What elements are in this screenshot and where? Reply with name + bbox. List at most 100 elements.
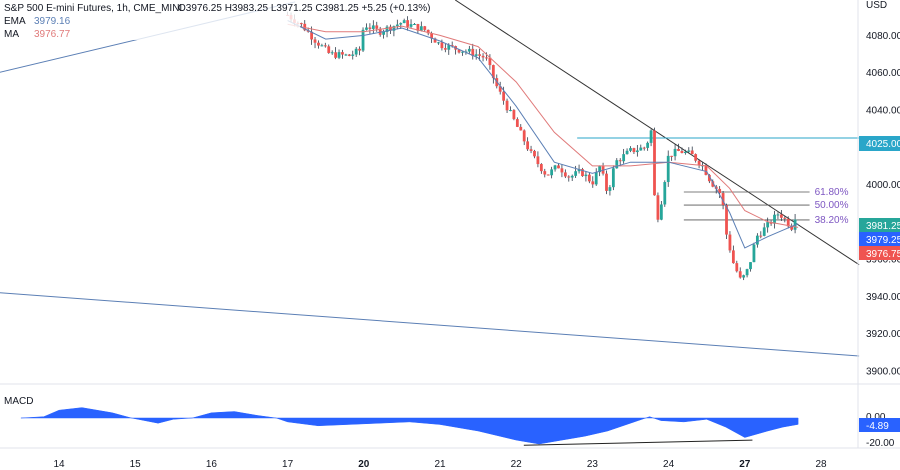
close-tag-bg [859, 218, 900, 232]
time-tick-label: 28 [815, 459, 827, 470]
candle-up [622, 154, 626, 162]
candle-up [474, 54, 478, 56]
time-tick-label: 23 [587, 459, 599, 470]
ma-legend-value: 3976.77 [34, 29, 71, 40]
price-tick-label: 3920.00 [866, 329, 900, 340]
candle-up [461, 51, 464, 53]
candle-up [639, 147, 643, 151]
candle-down [375, 25, 379, 29]
candle-down [430, 33, 434, 39]
candle-down [457, 49, 461, 53]
candle-down [512, 110, 516, 120]
candle-down [605, 173, 608, 191]
price-pane: 61.80% 50.00% 38.20% [0, 0, 860, 357]
candle-down [557, 165, 560, 169]
candle-down [443, 48, 447, 50]
candle-up [615, 160, 619, 169]
candle-up [649, 130, 653, 143]
ema-line[interactable] [287, 20, 799, 249]
candle-up [447, 45, 451, 50]
candle-down [680, 150, 684, 154]
candle-up [666, 155, 670, 183]
drawn-lines [0, 0, 860, 357]
macd-value-tag: -4.89 [866, 421, 889, 432]
candle-down [358, 48, 362, 51]
candle-up [365, 27, 368, 30]
candle-down [721, 193, 725, 206]
candle-up [337, 52, 341, 58]
candle-up [351, 54, 355, 56]
candle-down [406, 20, 410, 27]
candle-down [546, 174, 550, 176]
candle-down [471, 48, 475, 56]
candle-up [687, 150, 691, 152]
candle-down [653, 130, 656, 196]
candle-down [581, 169, 584, 177]
ma-line[interactable] [287, 23, 799, 228]
candle-down [519, 126, 523, 131]
candle-down [485, 57, 488, 59]
ohlc-readout: O3976.25 H3983.25 L3971.25 C3981.25 +5.2… [178, 3, 430, 14]
candle-up [361, 29, 365, 51]
price-tick-label: 4040.00 [866, 105, 900, 116]
candle-up [594, 172, 598, 185]
macd-axis[interactable]: 0.00 -20.00 [866, 412, 895, 449]
candle-down [341, 52, 344, 55]
candle-down [543, 171, 547, 175]
price-tick-label: 3900.00 [866, 366, 900, 377]
ema-tag-bg [859, 232, 900, 246]
price-tick-label: 3960.00 [866, 255, 900, 266]
candle-up [762, 227, 766, 236]
candle-up [392, 26, 396, 31]
candle-up [320, 45, 324, 47]
candle-down [299, 23, 303, 25]
candle-down [334, 52, 338, 58]
candle-up [766, 222, 770, 228]
candle-down [783, 217, 787, 219]
candle-up [467, 48, 471, 52]
fib-level-label: 38.20% [815, 215, 849, 226]
candle-up [673, 148, 677, 157]
candle-down [560, 168, 564, 173]
time-axis[interactable]: 14 15 16 17 20 21 22 23 24 27 28 [0, 447, 900, 470]
trendline-1[interactable] [454, 0, 860, 266]
candle-up [776, 214, 780, 216]
candle-up [608, 187, 612, 191]
time-tick-label: 16 [206, 459, 218, 470]
price-tick-label: 3940.00 [866, 292, 900, 303]
symbol-title[interactable]: S&P 500 E-mini Futures, 1h, CME_MINI [4, 3, 182, 14]
candle-up [382, 31, 386, 35]
candle-up [437, 42, 440, 44]
candle-down [587, 174, 591, 182]
candle-up [413, 24, 416, 26]
price-tick-label: 4000.00 [866, 180, 900, 191]
trendline-2[interactable] [0, 292, 860, 357]
ma-legend-label[interactable]: MA [4, 29, 19, 40]
time-tick-label: 20 [358, 459, 370, 470]
time-tick-label: 24 [663, 459, 675, 470]
candle-down [704, 165, 708, 175]
fib-level-label: 61.80% [815, 187, 849, 198]
candle-down [779, 214, 783, 218]
candle-down [533, 150, 536, 157]
resistance-tag-bg [859, 136, 900, 151]
macd-histogram [20, 407, 799, 446]
candle-down [718, 188, 722, 194]
macd-pane: MACD [4, 396, 799, 446]
macd-divergence-line[interactable] [523, 439, 753, 446]
candles [286, 11, 797, 281]
candle-up [399, 23, 403, 25]
candle-down [481, 55, 485, 58]
fib-level-label: 50.00% [815, 200, 849, 211]
candle-up [570, 175, 574, 178]
time-tick-label: 21 [434, 459, 446, 470]
candle-down [317, 42, 320, 46]
candle-down [303, 23, 307, 31]
ema-legend-label[interactable]: EMA [4, 16, 26, 27]
candle-down [529, 149, 533, 151]
candle-up [371, 25, 375, 29]
candle-up [663, 182, 667, 205]
candle-down [491, 65, 495, 79]
candle-down [426, 29, 430, 34]
